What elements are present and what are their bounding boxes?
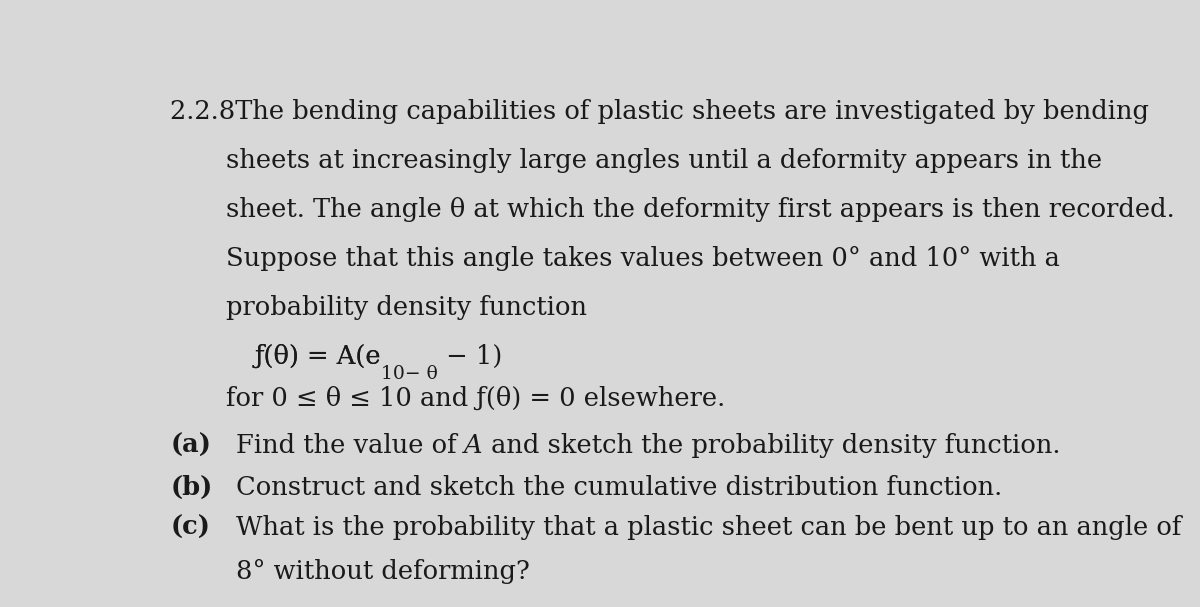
Text: (b): (b) [170,475,212,500]
Text: (a): (a) [170,433,211,458]
Text: 10− θ: 10− θ [380,365,438,383]
Text: sheet. The angle θ at which the deformity first appears is then recorded.: sheet. The angle θ at which the deformit… [227,197,1175,222]
Text: 8° without deforming?: 8° without deforming? [235,559,529,584]
Text: probability density function: probability density function [227,295,587,320]
Text: ƒ(θ) = A(e: ƒ(θ) = A(e [254,344,380,369]
Text: for 0 ≤ θ ≤ 10 and ƒ(θ) = 0 elsewhere.: for 0 ≤ θ ≤ 10 and ƒ(θ) = 0 elsewhere. [227,386,726,411]
Text: 2.2.8The bending capabilities of plastic sheets are investigated by bending: 2.2.8The bending capabilities of plastic… [170,98,1150,124]
Text: What is the probability that a plastic sheet can be bent up to an angle of: What is the probability that a plastic s… [235,515,1181,540]
Text: Find the value of: Find the value of [235,433,464,458]
Text: Suppose that this angle takes values between 0° and 10° with a: Suppose that this angle takes values bet… [227,246,1060,271]
Text: Construct and sketch the cumulative distribution function.: Construct and sketch the cumulative dist… [235,475,1002,500]
Text: and sketch the probability density function.: and sketch the probability density funct… [482,433,1061,458]
Text: A: A [464,433,482,458]
Text: sheets at increasingly large angles until a deformity appears in the: sheets at increasingly large angles unti… [227,148,1103,172]
Text: − 1): − 1) [438,344,502,369]
Text: ƒ(θ) = A(e: ƒ(θ) = A(e [254,344,380,369]
Text: (c): (c) [170,515,210,540]
